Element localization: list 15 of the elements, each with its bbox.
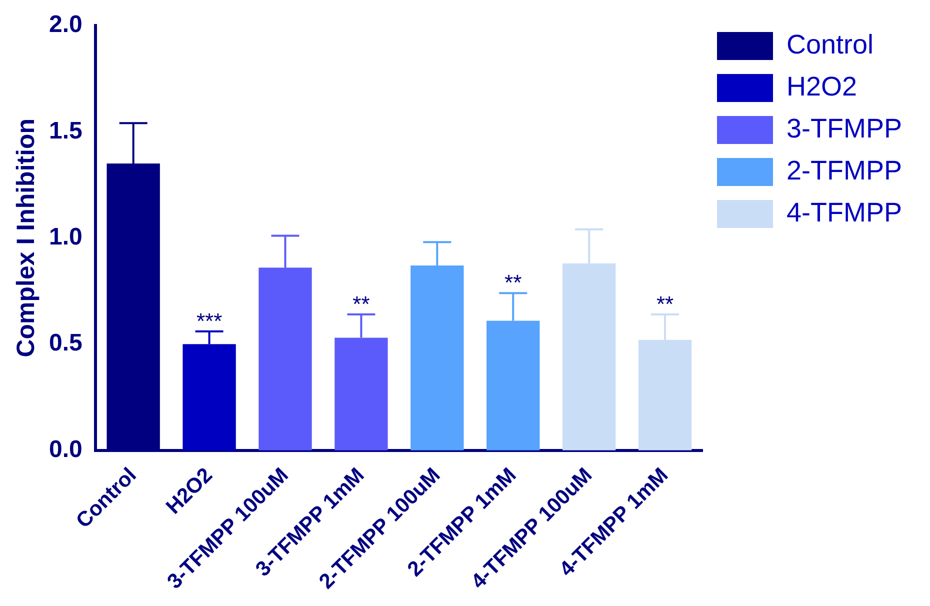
y-tick-label: 0.5 bbox=[48, 330, 82, 357]
annotation: ** bbox=[504, 270, 522, 296]
y-tick-label: 2.0 bbox=[48, 11, 82, 38]
annotation: ** bbox=[656, 291, 674, 316]
y-tick-label: 0.0 bbox=[48, 436, 82, 463]
legend-label: Control bbox=[786, 29, 874, 60]
legend-label: 3-TFMPP bbox=[786, 113, 902, 144]
legend-label: 2-TFMPP bbox=[786, 155, 902, 186]
annotation: ** bbox=[352, 291, 370, 316]
legend-label: H2O2 bbox=[786, 71, 858, 102]
annotation: *** bbox=[196, 308, 223, 334]
legend-label: 4-TFMPP bbox=[786, 197, 902, 228]
y-tick-label: 1.0 bbox=[48, 223, 82, 250]
y-axis-title: Complex I Inhibition bbox=[12, 118, 40, 358]
y-tick-label: 1.5 bbox=[48, 117, 82, 144]
